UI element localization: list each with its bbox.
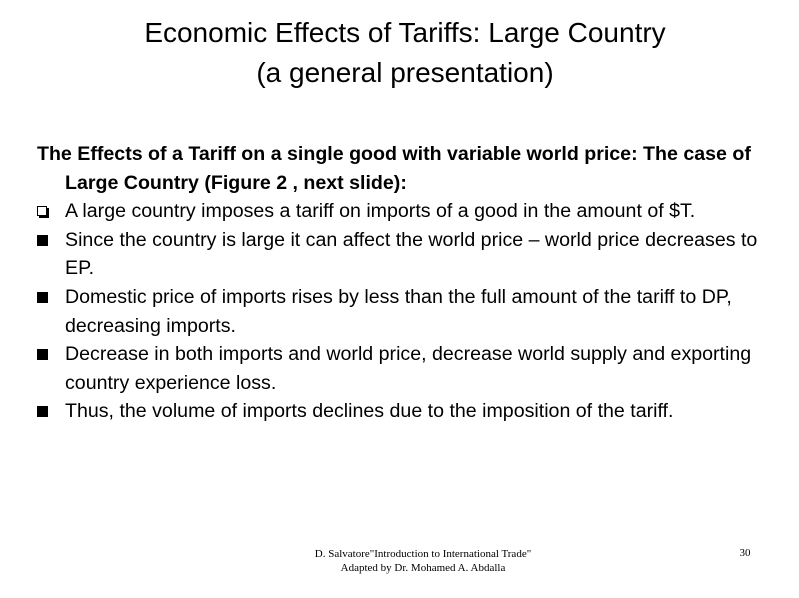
bullet-marker xyxy=(37,291,48,303)
bullet: Domestic price of imports rises by less … xyxy=(37,283,762,340)
footer-credit: Adapted by Dr. Mohamed A. Abdalla xyxy=(340,562,506,574)
bullet-marker xyxy=(37,206,47,217)
bullet-marker xyxy=(37,349,48,361)
intro-text: The Effects of a Tariff on a single good… xyxy=(37,143,751,194)
bullet-text: Domestic price of imports rises by less … xyxy=(65,285,732,337)
slide-title: Economic Effects of Tariffs: Large Count… xyxy=(144,17,666,48)
bullet-marker xyxy=(37,234,48,246)
bullet-text: Decrease in both imports and world price… xyxy=(65,343,752,394)
footer-credit: D. Salvatore"Introduction to Internation… xyxy=(314,548,532,560)
bullet-text: Since the country is large it can affect… xyxy=(65,228,758,280)
bullet-text: A large country imposes a tariff on impo… xyxy=(65,200,696,223)
bullet-text: Thus, the volume of imports declines due… xyxy=(65,400,674,423)
slide-body: The Effects of a Tariff on a single good… xyxy=(37,140,762,426)
bullet: A large country imposes a tariff on impo… xyxy=(37,197,762,226)
bullet-marker xyxy=(37,406,48,418)
bullet: Thus, the volume of imports declines due… xyxy=(37,397,762,426)
bullet: Since the country is large it can affect… xyxy=(37,226,762,283)
bullet: Decrease in both imports and world price… xyxy=(37,340,762,397)
page-number: 30 xyxy=(739,547,751,559)
slide-subtitle: (a general presentation) xyxy=(256,57,554,88)
